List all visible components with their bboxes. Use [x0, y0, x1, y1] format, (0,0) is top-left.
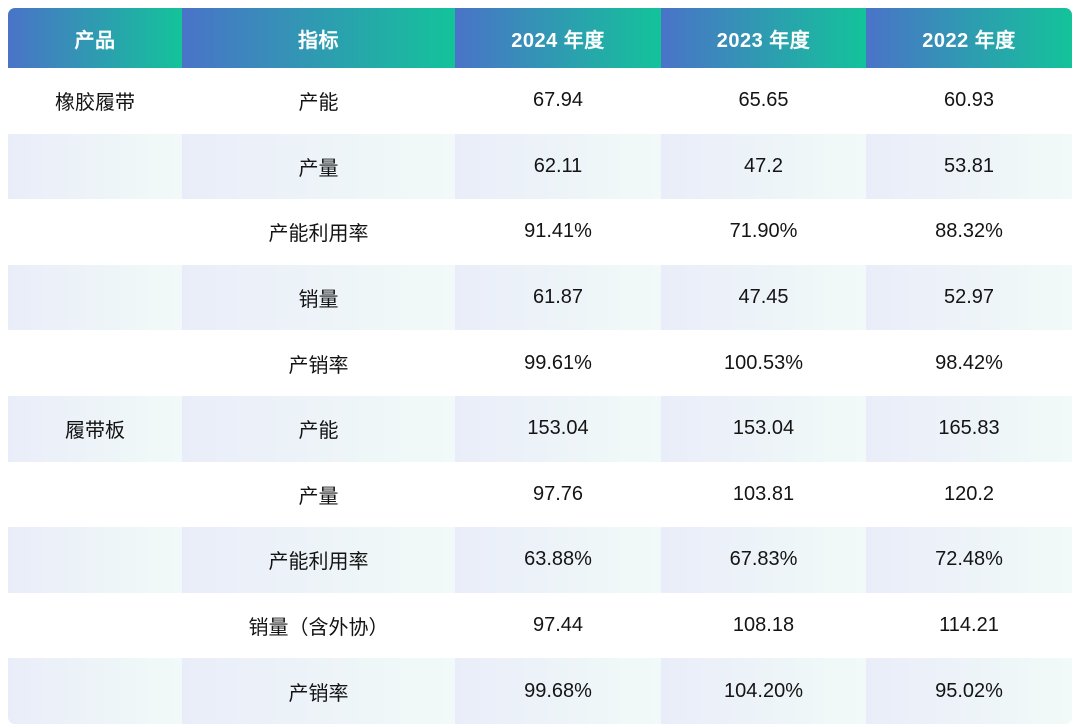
- cell-y2022: 165.83: [866, 395, 1072, 462]
- cell-product: 履带板: [8, 395, 182, 462]
- cell-y2022: 120.2: [866, 461, 1072, 528]
- cell-indicator: 产能利用率: [182, 199, 455, 265]
- header-row: 产品 指标 2024 年度 2023 年度 2022 年度: [8, 8, 1072, 68]
- cell-y2023: 100.53%: [661, 330, 866, 396]
- metrics-table-container: 产品 指标 2024 年度 2023 年度 2022 年度 橡胶履带 产能 67…: [8, 8, 1072, 724]
- cell-y2023: 71.90%: [661, 199, 866, 265]
- cell-product: [8, 592, 182, 659]
- cell-y2022: 52.97: [866, 264, 1072, 331]
- cell-y2022: 114.21: [866, 592, 1072, 659]
- table-row: 产能利用率 63.88% 67.83% 72.48%: [8, 527, 1072, 593]
- header-cell-2022: 2022 年度: [866, 8, 1072, 68]
- cell-indicator: 产量: [182, 461, 455, 528]
- cell-product: [8, 133, 182, 200]
- header-cell-2023: 2023 年度: [661, 8, 866, 68]
- cell-indicator: 产销率: [182, 658, 455, 724]
- cell-product: [8, 199, 182, 265]
- cell-y2022: 98.42%: [866, 330, 1072, 396]
- header-cell-2024: 2024 年度: [455, 8, 661, 68]
- table-row: 产量 97.76 103.81 120.2: [8, 461, 1072, 528]
- cell-product: [8, 658, 182, 724]
- table-row: 橡胶履带 产能 67.94 65.65 60.93: [8, 68, 1072, 134]
- table-header: 产品 指标 2024 年度 2023 年度 2022 年度: [8, 8, 1072, 68]
- cell-y2023: 153.04: [661, 395, 866, 462]
- cell-y2024: 97.76: [455, 461, 661, 528]
- table-row: 销量 61.87 47.45 52.97: [8, 264, 1072, 331]
- table-row: 产量 62.11 47.2 53.81: [8, 133, 1072, 200]
- cell-y2023: 104.20%: [661, 658, 866, 724]
- cell-y2022: 95.02%: [866, 658, 1072, 724]
- cell-y2023: 47.45: [661, 264, 866, 331]
- cell-y2024: 153.04: [455, 395, 661, 462]
- cell-y2023: 103.81: [661, 461, 866, 528]
- cell-y2024: 67.94: [455, 68, 661, 134]
- cell-y2024: 61.87: [455, 264, 661, 331]
- cell-y2023: 108.18: [661, 592, 866, 659]
- cell-y2022: 53.81: [866, 133, 1072, 200]
- cell-product: [8, 527, 182, 593]
- table-body: 橡胶履带 产能 67.94 65.65 60.93 产量 62.11 47.2 …: [8, 68, 1072, 724]
- table-row: 产能利用率 91.41% 71.90% 88.32%: [8, 199, 1072, 265]
- cell-indicator: 产能: [182, 395, 455, 462]
- cell-indicator: 产量: [182, 133, 455, 200]
- table-row: 产销率 99.61% 100.53% 98.42%: [8, 330, 1072, 396]
- cell-product: [8, 330, 182, 396]
- cell-y2023: 67.83%: [661, 527, 866, 593]
- cell-indicator: 销量（含外协）: [182, 592, 455, 659]
- table-row: 销量（含外协） 97.44 108.18 114.21: [8, 592, 1072, 659]
- cell-indicator: 产能: [182, 68, 455, 134]
- cell-indicator: 产能利用率: [182, 527, 455, 593]
- cell-y2022: 88.32%: [866, 199, 1072, 265]
- cell-y2024: 63.88%: [455, 527, 661, 593]
- cell-indicator: 销量: [182, 264, 455, 331]
- cell-y2024: 62.11: [455, 133, 661, 200]
- cell-product: [8, 461, 182, 528]
- cell-y2024: 97.44: [455, 592, 661, 659]
- cell-y2023: 47.2: [661, 133, 866, 200]
- cell-product: [8, 264, 182, 331]
- cell-y2024: 99.61%: [455, 330, 661, 396]
- cell-product: 橡胶履带: [8, 68, 182, 134]
- header-cell-product: 产品: [8, 8, 182, 68]
- table-row: 履带板 产能 153.04 153.04 165.83: [8, 395, 1072, 462]
- production-metrics-table: 产品 指标 2024 年度 2023 年度 2022 年度 橡胶履带 产能 67…: [8, 8, 1072, 724]
- cell-y2023: 65.65: [661, 68, 866, 134]
- table-row: 产销率 99.68% 104.20% 95.02%: [8, 658, 1072, 724]
- cell-y2022: 72.48%: [866, 527, 1072, 593]
- cell-y2022: 60.93: [866, 68, 1072, 134]
- cell-y2024: 99.68%: [455, 658, 661, 724]
- cell-y2024: 91.41%: [455, 199, 661, 265]
- header-cell-indicator: 指标: [182, 8, 455, 68]
- cell-indicator: 产销率: [182, 330, 455, 396]
